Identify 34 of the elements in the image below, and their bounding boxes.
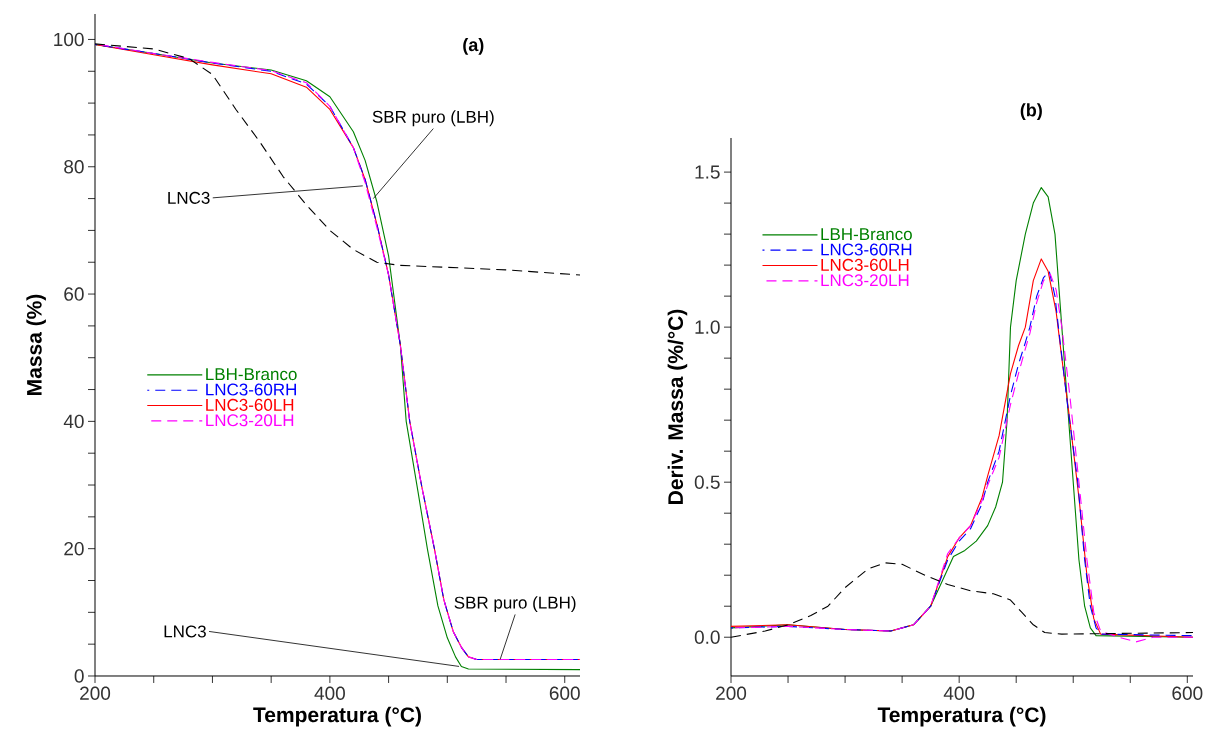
x-tick-label: 400 (943, 686, 975, 700)
y-tick-label: 60 (64, 287, 84, 301)
legend-label: LNC3-60RH (206, 383, 296, 396)
x-tick-label: 600 (1172, 686, 1203, 700)
annotation: SBR puro (LBH) (454, 596, 576, 613)
y-tick-label: 1.5 (695, 165, 720, 179)
legend-label: LNC3-20LH (206, 414, 294, 427)
y-axis-title: Deriv. Massa (%/°C) (667, 309, 688, 504)
chart-title: (b) (1020, 103, 1042, 121)
text: (a) (463, 37, 484, 55)
legend-label: LNC3-60LH (206, 398, 294, 411)
annotation: LNC3 (168, 191, 210, 204)
x-tick-label: 200 (80, 686, 111, 700)
legend-label: LNC3-20LH (821, 274, 909, 287)
annotation: LNC3 (164, 625, 206, 638)
y-tick-label: 20 (64, 541, 84, 556)
legend-label: LBH-Branco (206, 368, 297, 381)
annotation: SBR puro (LBH) (372, 110, 494, 127)
y-tick-label: 0 (74, 669, 84, 683)
y-tick-label: 0.0 (694, 630, 720, 644)
legend-label: LBH-Branco (821, 228, 912, 241)
x-axis-title: Temperatura (°C) (877, 706, 1046, 727)
x-tick-label: 200 (716, 686, 747, 700)
legend-label: LNC3-60LH (821, 258, 909, 271)
y-tick-label: 1.0 (695, 320, 720, 334)
legend-label: LNC3-60RH (821, 243, 912, 256)
x-axis-title: Temperatura (°C) (253, 706, 421, 727)
y-tick-label: 0.5 (694, 475, 720, 489)
x-tick-label: 600 (549, 686, 580, 700)
y-axis-title: Massa (%) (26, 294, 46, 395)
y-tick-label: 80 (64, 160, 84, 174)
y-tick-label: 100 (54, 32, 84, 47)
y-tick-label: 40 (63, 414, 84, 429)
x-tick-label: 400 (314, 686, 345, 700)
